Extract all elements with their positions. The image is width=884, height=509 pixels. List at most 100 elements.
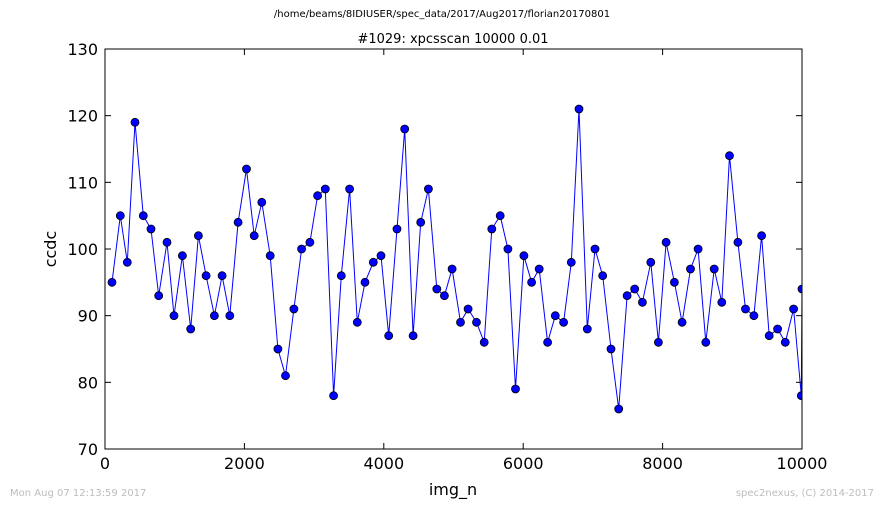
data-point <box>670 277 679 287</box>
data-point <box>701 337 711 347</box>
y-tick-label: 70 <box>78 440 98 459</box>
data-point <box>661 237 671 247</box>
data-point <box>209 311 219 321</box>
data-point <box>606 344 616 354</box>
data-point <box>107 277 117 287</box>
y-tick-label: 80 <box>78 373 98 392</box>
data-point <box>313 191 323 201</box>
y-axis-label: ccdc <box>41 231 60 268</box>
data-point <box>423 184 433 194</box>
data-point <box>574 104 584 114</box>
data-point <box>677 317 687 327</box>
x-tick-label: 10000 <box>777 454 828 473</box>
data-point <box>590 244 600 254</box>
data-point <box>534 264 544 274</box>
data-point <box>217 271 227 281</box>
data-point <box>725 151 734 161</box>
footer-credit: spec2nexus, (C) 2014-2017 <box>735 488 874 499</box>
data-point <box>384 331 394 341</box>
y-tick-label: 100 <box>67 240 98 259</box>
page-title: /home/beams/8IDIUSER/spec_data/2017/Aug2… <box>273 9 611 20</box>
data-point <box>201 271 211 281</box>
data-point <box>345 184 355 194</box>
data-point <box>242 164 251 174</box>
data-point <box>273 344 283 354</box>
data-point <box>773 324 782 334</box>
data-point <box>479 337 489 347</box>
data-point <box>146 224 156 234</box>
data-point <box>495 211 505 221</box>
data-point <box>193 231 203 241</box>
data-point <box>472 317 481 327</box>
data-point <box>233 217 243 227</box>
data-point <box>305 237 315 247</box>
data-point <box>559 317 568 327</box>
chart-title: #1029: xpcsscan 10000 0.01 <box>357 32 548 47</box>
data-point <box>138 211 148 221</box>
data-point <box>463 304 473 314</box>
data-point <box>130 117 140 127</box>
data-point <box>122 257 132 267</box>
data-point <box>154 291 164 301</box>
y-tick-label: 120 <box>67 107 98 126</box>
data-point <box>329 391 339 401</box>
data-point <box>654 337 663 347</box>
data-point <box>789 304 798 314</box>
data-point <box>757 231 766 241</box>
data-point <box>352 317 362 327</box>
data-point <box>598 271 608 281</box>
data-point <box>265 251 275 261</box>
series-line <box>111 108 802 410</box>
data-point <box>764 331 774 341</box>
data-point <box>376 251 386 261</box>
data-point <box>630 284 640 294</box>
data-point <box>416 217 426 227</box>
data-point <box>368 257 378 267</box>
data-point <box>614 404 624 414</box>
data-point <box>432 284 442 294</box>
data-point <box>646 257 656 267</box>
y-tick-label: 90 <box>78 307 98 326</box>
data-point <box>456 317 465 327</box>
data-point <box>289 304 299 314</box>
data-point <box>297 244 307 254</box>
data-point <box>511 384 520 394</box>
data-point <box>487 224 497 234</box>
data-point <box>582 324 592 334</box>
data-point <box>177 251 187 261</box>
data-point <box>249 231 259 241</box>
x-tick-label: 8000 <box>642 454 683 473</box>
data-point <box>717 297 727 307</box>
data-point <box>797 284 802 294</box>
x-tick-label: 6000 <box>503 454 544 473</box>
data-point <box>686 264 695 274</box>
data-point <box>503 244 513 254</box>
data-point <box>169 311 179 321</box>
y-tick-label: 130 <box>67 40 98 59</box>
data-point <box>733 237 743 247</box>
data-point <box>519 251 529 261</box>
y-tick-label: 110 <box>67 173 98 192</box>
data-point <box>622 291 632 301</box>
data-point <box>638 297 647 307</box>
data-point <box>257 197 267 207</box>
x-axis-label: img_n <box>429 480 477 500</box>
data-point <box>336 271 346 281</box>
plot-area <box>107 104 802 414</box>
data-point <box>447 264 457 274</box>
data-point <box>115 211 125 221</box>
data-point <box>543 337 552 347</box>
data-point <box>392 224 402 234</box>
data-point <box>408 331 418 341</box>
x-tick-label: 2000 <box>224 454 265 473</box>
data-point <box>693 244 703 254</box>
data-point <box>527 277 536 287</box>
data-point <box>400 124 410 134</box>
data-point <box>162 237 172 247</box>
data-point <box>741 304 750 314</box>
x-tick-label: 0 <box>100 454 110 473</box>
data-point <box>320 184 330 194</box>
data-point <box>780 337 790 347</box>
axis-ticks: 0 2000 4000 6000 8000 10000 70 80 90 100 110 120 130 <box>67 40 827 473</box>
